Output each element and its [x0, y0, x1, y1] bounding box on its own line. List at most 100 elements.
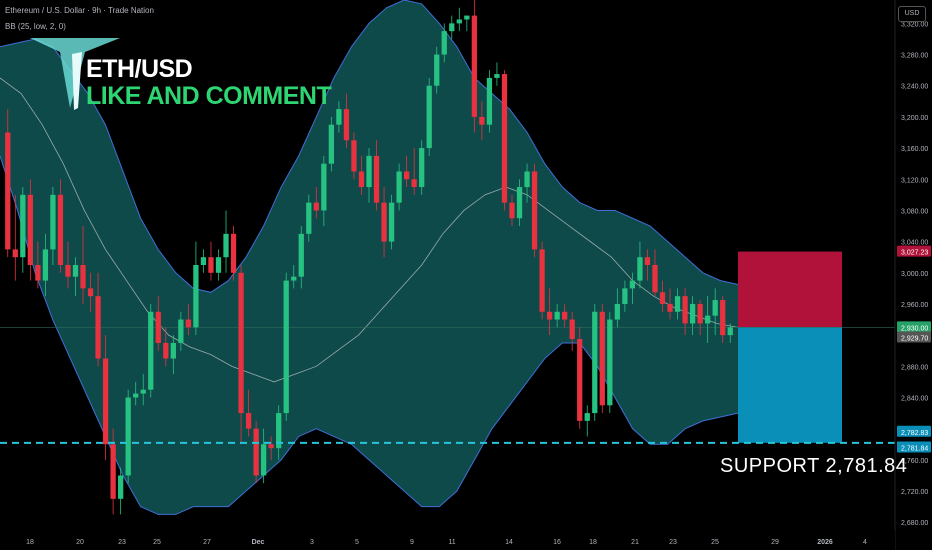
- candle-body: [238, 272, 244, 414]
- candle-body: [486, 77, 493, 125]
- price-tag-label: 2,782.83: [901, 430, 928, 437]
- candle-body: [328, 124, 335, 164]
- price-tag: [897, 425, 931, 437]
- y-tick-label: 3,120.00: [901, 177, 928, 184]
- candle-body: [118, 475, 124, 499]
- x-tick-label: 18: [589, 539, 597, 546]
- currency-button[interactable]: USD: [898, 6, 926, 22]
- candle-body: [419, 148, 425, 188]
- indicator-info: BB (25, low, 2, 0): [5, 22, 66, 31]
- y-tick-label: 3,000.00: [901, 271, 928, 278]
- candle-body: [351, 140, 357, 172]
- candle-body: [562, 311, 568, 320]
- bollinger-upper-line: [0, 0, 739, 293]
- candle-body: [373, 155, 380, 203]
- candle-body: [637, 257, 643, 281]
- x-tick-label: 5: [355, 539, 359, 546]
- candle-body: [155, 311, 161, 343]
- candle-body: [261, 444, 267, 476]
- candle-body: [509, 202, 515, 219]
- x-tick-label: 29: [771, 539, 779, 546]
- bollinger-mid-line: [0, 77, 739, 383]
- y-tick-label: 3,280.00: [901, 53, 928, 60]
- candle-body: [554, 311, 560, 320]
- candle-body: [396, 171, 402, 203]
- candle-body: [667, 303, 673, 312]
- time-axis-bg: [0, 530, 895, 550]
- price-tag: [897, 245, 931, 257]
- x-tick-label: 16: [553, 539, 561, 546]
- candle-body: [208, 257, 214, 273]
- candle-body: [245, 413, 252, 429]
- price-tag: [897, 441, 931, 453]
- x-tick-label: 20: [76, 539, 84, 546]
- price-tag-label: 3,027.23: [901, 250, 928, 257]
- candle-body: [57, 194, 64, 265]
- logo-icon: [30, 38, 120, 110]
- y-tick-label: 3,160.00: [901, 146, 928, 153]
- candle-body: [140, 389, 146, 394]
- candle-body: [298, 233, 304, 277]
- candle-body: [607, 319, 613, 406]
- candle-body: [72, 265, 79, 277]
- candle-body: [381, 202, 387, 242]
- x-tick-label: 4: [863, 539, 867, 546]
- candle-body: [434, 54, 440, 86]
- candle-body: [185, 319, 192, 328]
- x-tick-label: 27: [203, 539, 211, 546]
- candle-body: [674, 296, 681, 312]
- price-tag: [897, 321, 931, 333]
- candle-body: [464, 15, 470, 20]
- x-tick-label: 23: [669, 539, 677, 546]
- x-tick-label: 11: [448, 539, 455, 546]
- x-tick-label: 21: [631, 539, 639, 546]
- candle-body: [712, 300, 718, 316]
- candle-body: [727, 327, 733, 336]
- candle-body: [253, 428, 259, 476]
- candle-body: [148, 311, 154, 390]
- candle-body: [403, 171, 410, 180]
- candle-body: [80, 265, 86, 289]
- candle-body: [50, 194, 56, 250]
- x-tick-label: 14: [505, 539, 513, 546]
- candle-body: [622, 288, 628, 304]
- candle-body: [584, 413, 590, 421]
- price-tag-label: 2,930.00: [901, 325, 928, 332]
- candle-body: [629, 280, 636, 289]
- support-zone: [738, 327, 842, 443]
- candle-body: [170, 342, 176, 359]
- overlay-title: ETH/USD: [86, 55, 193, 83]
- candle-body: [411, 179, 417, 188]
- candle-body: [321, 163, 327, 211]
- candle-body: [12, 249, 18, 258]
- bollinger-band-fill: [0, 0, 738, 515]
- candle-body: [441, 31, 447, 55]
- candle-body: [705, 315, 711, 324]
- support-label: SUPPORT 2,781.84: [720, 455, 908, 477]
- candle-body: [471, 15, 477, 117]
- candle-body: [230, 233, 237, 273]
- candle-body: [313, 202, 319, 211]
- candle-body: [20, 194, 26, 258]
- candle-body: [659, 292, 666, 304]
- candle-body: [215, 257, 222, 273]
- candle-body: [720, 300, 726, 336]
- candle-body: [87, 288, 94, 297]
- candle-body: [125, 397, 131, 476]
- target-zone: [738, 251, 842, 328]
- candle-body: [577, 339, 583, 421]
- candle-body: [388, 202, 395, 242]
- x-tick-label: 18: [26, 539, 34, 546]
- candle-body: [178, 319, 184, 343]
- candle-body: [110, 444, 116, 499]
- candle-body: [283, 280, 289, 414]
- candle-body: [35, 265, 41, 281]
- candle-body: [133, 393, 139, 398]
- candle-body: [456, 19, 462, 24]
- x-tick-label: Dec: [252, 539, 265, 546]
- price-axis-bg: [895, 0, 932, 550]
- candle-body: [102, 358, 109, 445]
- candle-body: [569, 319, 575, 340]
- candle-body: [358, 171, 365, 188]
